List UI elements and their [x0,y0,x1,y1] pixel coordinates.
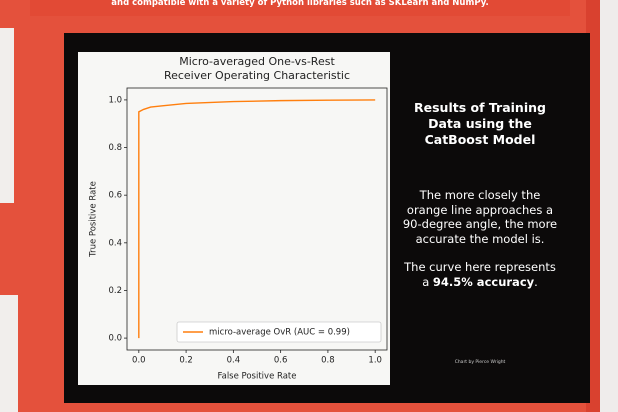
side-title: Results of Training Data using the CatBo… [414,100,546,147]
y-tick-label: 0.0 [108,334,122,344]
y-tick-label: 0.8 [108,143,122,153]
x-tick-label: 0.6 [274,356,288,366]
paper-edge [600,0,618,412]
y-tick-label: 0.4 [108,238,122,248]
credit: Chart by Pierce Wright [454,360,506,365]
side-paragraph: The more closely the orange line approac… [402,188,558,246]
text: The curve here represents a [404,260,556,289]
x-tick-label: 0.8 [321,356,335,366]
chart: Micro-averaged One-vs-Rest Receiver Oper… [78,52,390,385]
side-paragraph: The curve here represents a 94.5% accura… [400,260,560,289]
y-tick-label: 0.6 [108,191,122,201]
y-tick-label: 1.0 [108,95,122,105]
chart-title: Micro-averaged One-vs-Rest [179,55,335,68]
x-tick-label: 0.4 [227,356,241,366]
legend-label: micro-average OvR (AUC = 0.99) [209,328,350,338]
roc-line [138,99,376,339]
x-tick-label: 0.0 [132,356,146,366]
paper-edge [0,295,18,412]
legend-box [176,321,382,343]
x-tick-label: 1.0 [368,356,382,366]
axes-frame [126,87,388,351]
y-tick-label: 0.2 [108,286,122,296]
y-axis-label: True Positive Rate [89,181,99,258]
banner: and compatible with a variety of Python … [30,0,570,16]
paper-edge [0,28,14,203]
x-axis-label: False Positive Rate [218,372,297,382]
side-text: Results of Training Data using the CatBo… [400,100,560,289]
accuracy: 94.5% accuracy [432,274,535,289]
x-tick-label: 0.2 [179,356,193,366]
chart-title: Receiver Operating Characteristic [164,69,350,82]
text: . [534,274,538,289]
